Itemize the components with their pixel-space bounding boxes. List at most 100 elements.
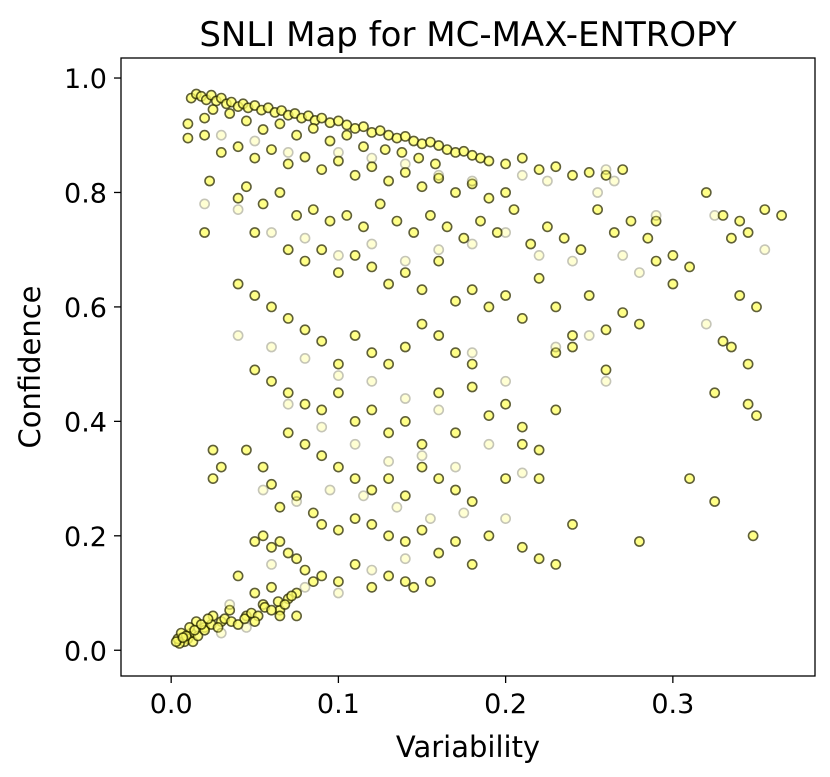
data-point-254 xyxy=(232,570,244,582)
data-point-322 xyxy=(533,249,545,261)
data-point-184 xyxy=(433,387,445,399)
data-point-278 xyxy=(212,622,224,633)
data-point-353 xyxy=(358,490,369,502)
data-point-42 xyxy=(483,155,495,167)
data-point-156 xyxy=(249,290,261,301)
data-point-242 xyxy=(282,547,294,559)
data-point-312 xyxy=(199,198,210,210)
data-point-320 xyxy=(466,238,478,250)
data-point-78 xyxy=(366,161,378,173)
data-point-119 xyxy=(726,232,737,244)
data-point-135 xyxy=(433,255,445,267)
data-point-364 xyxy=(240,622,252,633)
data-point-103 xyxy=(475,215,486,227)
data-point-84 xyxy=(466,178,478,190)
data-point-243 xyxy=(291,553,302,565)
plot-frame xyxy=(120,57,816,677)
data-point-331 xyxy=(266,341,277,353)
data-point-223 xyxy=(416,524,428,536)
data-point-194 xyxy=(316,450,328,462)
data-point-148 xyxy=(650,255,662,267)
data-point-59 xyxy=(307,122,319,134)
data-point-176 xyxy=(299,398,311,410)
data-point-67 xyxy=(182,132,194,144)
data-point-152 xyxy=(742,358,754,370)
data-point-315 xyxy=(299,232,311,244)
data-point-200 xyxy=(416,461,428,473)
data-point-79 xyxy=(383,175,394,187)
data-point-354 xyxy=(391,501,403,513)
data-point-233 xyxy=(709,496,721,507)
data-point-201 xyxy=(433,473,445,484)
y-tick-label-2: 0.4 xyxy=(64,407,107,438)
data-point-293 xyxy=(189,624,200,636)
data-point-321 xyxy=(500,227,511,238)
data-point-288 xyxy=(279,599,291,610)
data-point-169 xyxy=(466,358,478,370)
data-point-69 xyxy=(215,146,227,158)
data-point-330 xyxy=(232,330,244,341)
data-point-22 xyxy=(316,112,328,124)
y-tick-label-0: 0.0 xyxy=(64,636,107,667)
data-point-145 xyxy=(600,324,612,336)
data-point-183 xyxy=(416,438,428,450)
data-point-161 xyxy=(332,358,344,370)
data-point-241 xyxy=(274,536,286,547)
data-point-65 xyxy=(413,152,425,164)
data-point-144 xyxy=(583,290,595,301)
data-point-76 xyxy=(332,155,344,167)
data-point-289 xyxy=(286,590,297,602)
data-point-357 xyxy=(500,513,511,524)
data-point-73 xyxy=(282,158,294,170)
data-point-327 xyxy=(709,209,721,221)
data-point-296 xyxy=(249,616,261,627)
data-point-235 xyxy=(742,398,754,410)
data-point-74 xyxy=(299,151,311,163)
data-point-328 xyxy=(759,244,771,256)
data-point-244 xyxy=(299,564,311,576)
data-point-178 xyxy=(332,387,344,399)
data-point-337 xyxy=(466,347,478,359)
data-point-301 xyxy=(282,146,294,158)
data-point-87 xyxy=(204,175,215,187)
data-point-150 xyxy=(717,335,729,347)
data-point-85 xyxy=(483,192,495,204)
data-point-205 xyxy=(516,438,528,450)
data-point-229 xyxy=(533,553,545,565)
data-point-154 xyxy=(751,301,762,313)
data-point-215 xyxy=(291,490,302,502)
data-point-245 xyxy=(307,576,319,587)
data-point-182 xyxy=(399,415,411,427)
data-point-329 xyxy=(700,318,712,330)
data-point-325 xyxy=(634,267,645,278)
data-point-111 xyxy=(608,227,620,238)
data-point-146 xyxy=(617,307,629,318)
data-point-173 xyxy=(249,364,261,376)
data-point-234 xyxy=(709,387,721,399)
x-axis-label: Variability xyxy=(396,730,540,764)
data-point-323 xyxy=(567,255,578,267)
data-point-217 xyxy=(316,519,328,530)
data-point-174 xyxy=(266,375,277,387)
data-point-140 xyxy=(516,312,528,324)
data-point-221 xyxy=(383,530,394,542)
data-point-53 xyxy=(207,104,219,115)
data-point-97 xyxy=(374,198,386,210)
data-point-63 xyxy=(379,144,391,155)
data-point-185 xyxy=(450,427,461,439)
data-point-302 xyxy=(332,146,344,158)
data-point-124 xyxy=(199,227,210,238)
data-point-359 xyxy=(299,581,311,593)
data-point-128 xyxy=(316,244,328,256)
data-point-123 xyxy=(776,209,787,221)
data-point-27 xyxy=(358,121,369,133)
data-point-101 xyxy=(441,221,453,233)
data-point-90 xyxy=(257,198,269,210)
data-point-297 xyxy=(274,610,286,622)
data-point-50 xyxy=(617,164,629,175)
data-point-204 xyxy=(500,473,511,484)
data-point-55 xyxy=(240,115,252,127)
data-point-355 xyxy=(424,513,436,524)
data-point-151 xyxy=(726,341,737,353)
